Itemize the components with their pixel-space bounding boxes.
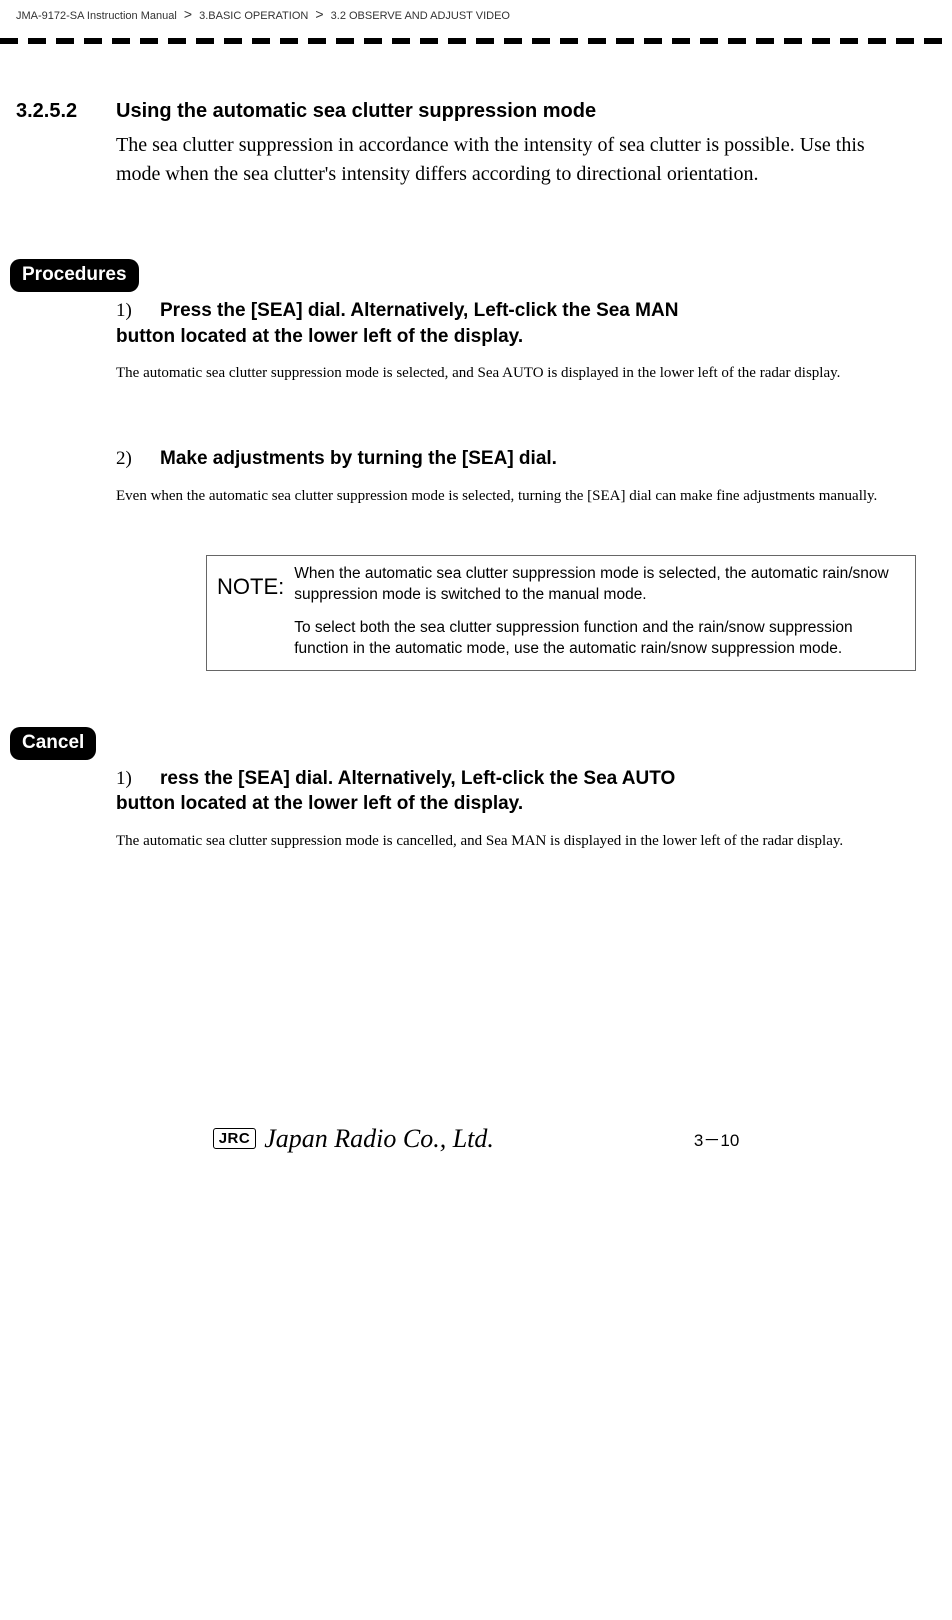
procedures-badge: Procedures <box>10 259 139 292</box>
step-title-cont: button located at the lower left of the … <box>116 791 912 817</box>
breadcrumb-manual: JMA-9172-SA Instruction Manual <box>16 10 177 22</box>
breadcrumb-section: 3.2 OBSERVE AND ADJUST VIDEO <box>331 10 510 22</box>
step-number: 2) <box>116 446 160 470</box>
footer-brand: JRC Japan Radio Co., Ltd. <box>213 1124 494 1154</box>
step-number: 1) <box>116 766 160 790</box>
note-label: NOTE: <box>207 556 290 670</box>
procedure-step-2: 2) Make adjustments by turning the [SEA]… <box>116 446 912 507</box>
jrc-logo: JRC <box>213 1128 257 1149</box>
step-number: 1) <box>116 298 160 322</box>
procedure-step-1: 1) Press the [SEA] dial. Alternatively, … <box>116 298 912 384</box>
note-box: NOTE: When the automatic sea clutter sup… <box>206 555 916 671</box>
note-paragraph: When the automatic sea clutter suppressi… <box>294 564 905 606</box>
step-description: The automatic sea clutter suppression mo… <box>116 831 912 852</box>
section-heading: 3.2.5.2 Using the automatic sea clutter … <box>16 100 912 123</box>
step-title: Press the [SEA] dial. Alternatively, Lef… <box>160 298 678 324</box>
page-number: 3－10 <box>694 1126 739 1151</box>
section-title: Using the automatic sea clutter suppress… <box>116 100 596 123</box>
note-paragraph: To select both the sea clutter suppressi… <box>294 618 905 660</box>
cancel-badge: Cancel <box>10 727 96 760</box>
breadcrumb-sep: > <box>311 6 327 22</box>
cancel-step-1: 1) ress the [SEA] dial. Alternatively, L… <box>116 766 912 852</box>
company-name: Japan Radio Co., Ltd. <box>264 1124 494 1154</box>
step-title: Make adjustments by turning the [SEA] di… <box>160 446 557 472</box>
step-description: Even when the automatic sea clutter supp… <box>116 486 912 507</box>
section-number: 3.2.5.2 <box>16 100 116 123</box>
breadcrumb: JMA-9172-SA Instruction Manual > 3.BASIC… <box>0 0 952 28</box>
page-footer: JRC Japan Radio Co., Ltd. 3－10 <box>0 1112 952 1178</box>
section-intro: The sea clutter suppression in accordanc… <box>116 131 912 189</box>
step-title: ress the [SEA] dial. Alternatively, Left… <box>160 766 675 792</box>
step-description: The automatic sea clutter suppression mo… <box>116 363 912 384</box>
breadcrumb-chapter: 3.BASIC OPERATION <box>199 10 308 22</box>
note-body: When the automatic sea clutter suppressi… <box>290 556 915 670</box>
step-title-cont: button located at the lower left of the … <box>116 324 912 350</box>
breadcrumb-sep: > <box>180 6 196 22</box>
divider-dashed <box>0 38 952 44</box>
